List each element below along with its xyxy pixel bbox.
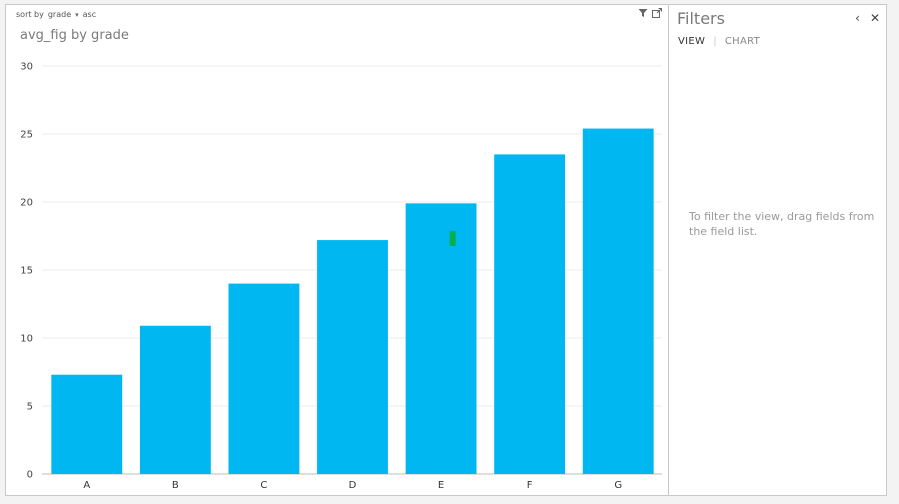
x-tick-label: D	[349, 480, 357, 491]
filters-tabs: VIEW | CHART	[678, 36, 760, 47]
x-tick-label: G	[614, 480, 622, 491]
x-tick-label: F	[527, 480, 533, 491]
filters-panel: Filters ‹ ✕ VIEW | CHART To filter the v…	[669, 5, 886, 495]
tab-separator: |	[713, 36, 717, 47]
bar-g	[583, 129, 654, 474]
y-tick-label: 25	[20, 130, 33, 141]
x-tick-label: B	[172, 480, 179, 491]
y-tick-label: 20	[20, 198, 33, 209]
close-icon[interactable]: ✕	[870, 11, 880, 25]
x-tick-label: A	[83, 480, 90, 491]
filters-controls: ‹ ✕	[855, 11, 880, 25]
tab-view[interactable]: VIEW	[678, 36, 705, 47]
collapse-icon[interactable]: ‹	[855, 11, 860, 25]
bar-chart: 0 5 10 15 20 25 30 A B C D E F G	[6, 5, 669, 495]
y-tick-label: 0	[27, 470, 33, 481]
y-tick-label: 15	[20, 266, 33, 277]
x-tick-label: E	[438, 480, 444, 491]
tab-chart[interactable]: CHART	[725, 36, 760, 47]
x-tick-label: C	[260, 480, 267, 491]
bar-f	[494, 154, 565, 474]
y-tick-label: 30	[20, 62, 33, 73]
bar-c	[229, 284, 300, 474]
bar-a	[51, 375, 122, 474]
filters-hint: To filter the view, drag fields from the…	[689, 209, 879, 239]
bar-e	[406, 203, 477, 474]
cursor-marker	[450, 231, 456, 246]
bar-b	[140, 326, 211, 474]
y-tick-label: 5	[27, 402, 33, 413]
filters-title: Filters	[677, 9, 725, 28]
y-tick-label: 10	[20, 334, 33, 345]
bar-d	[317, 240, 388, 474]
